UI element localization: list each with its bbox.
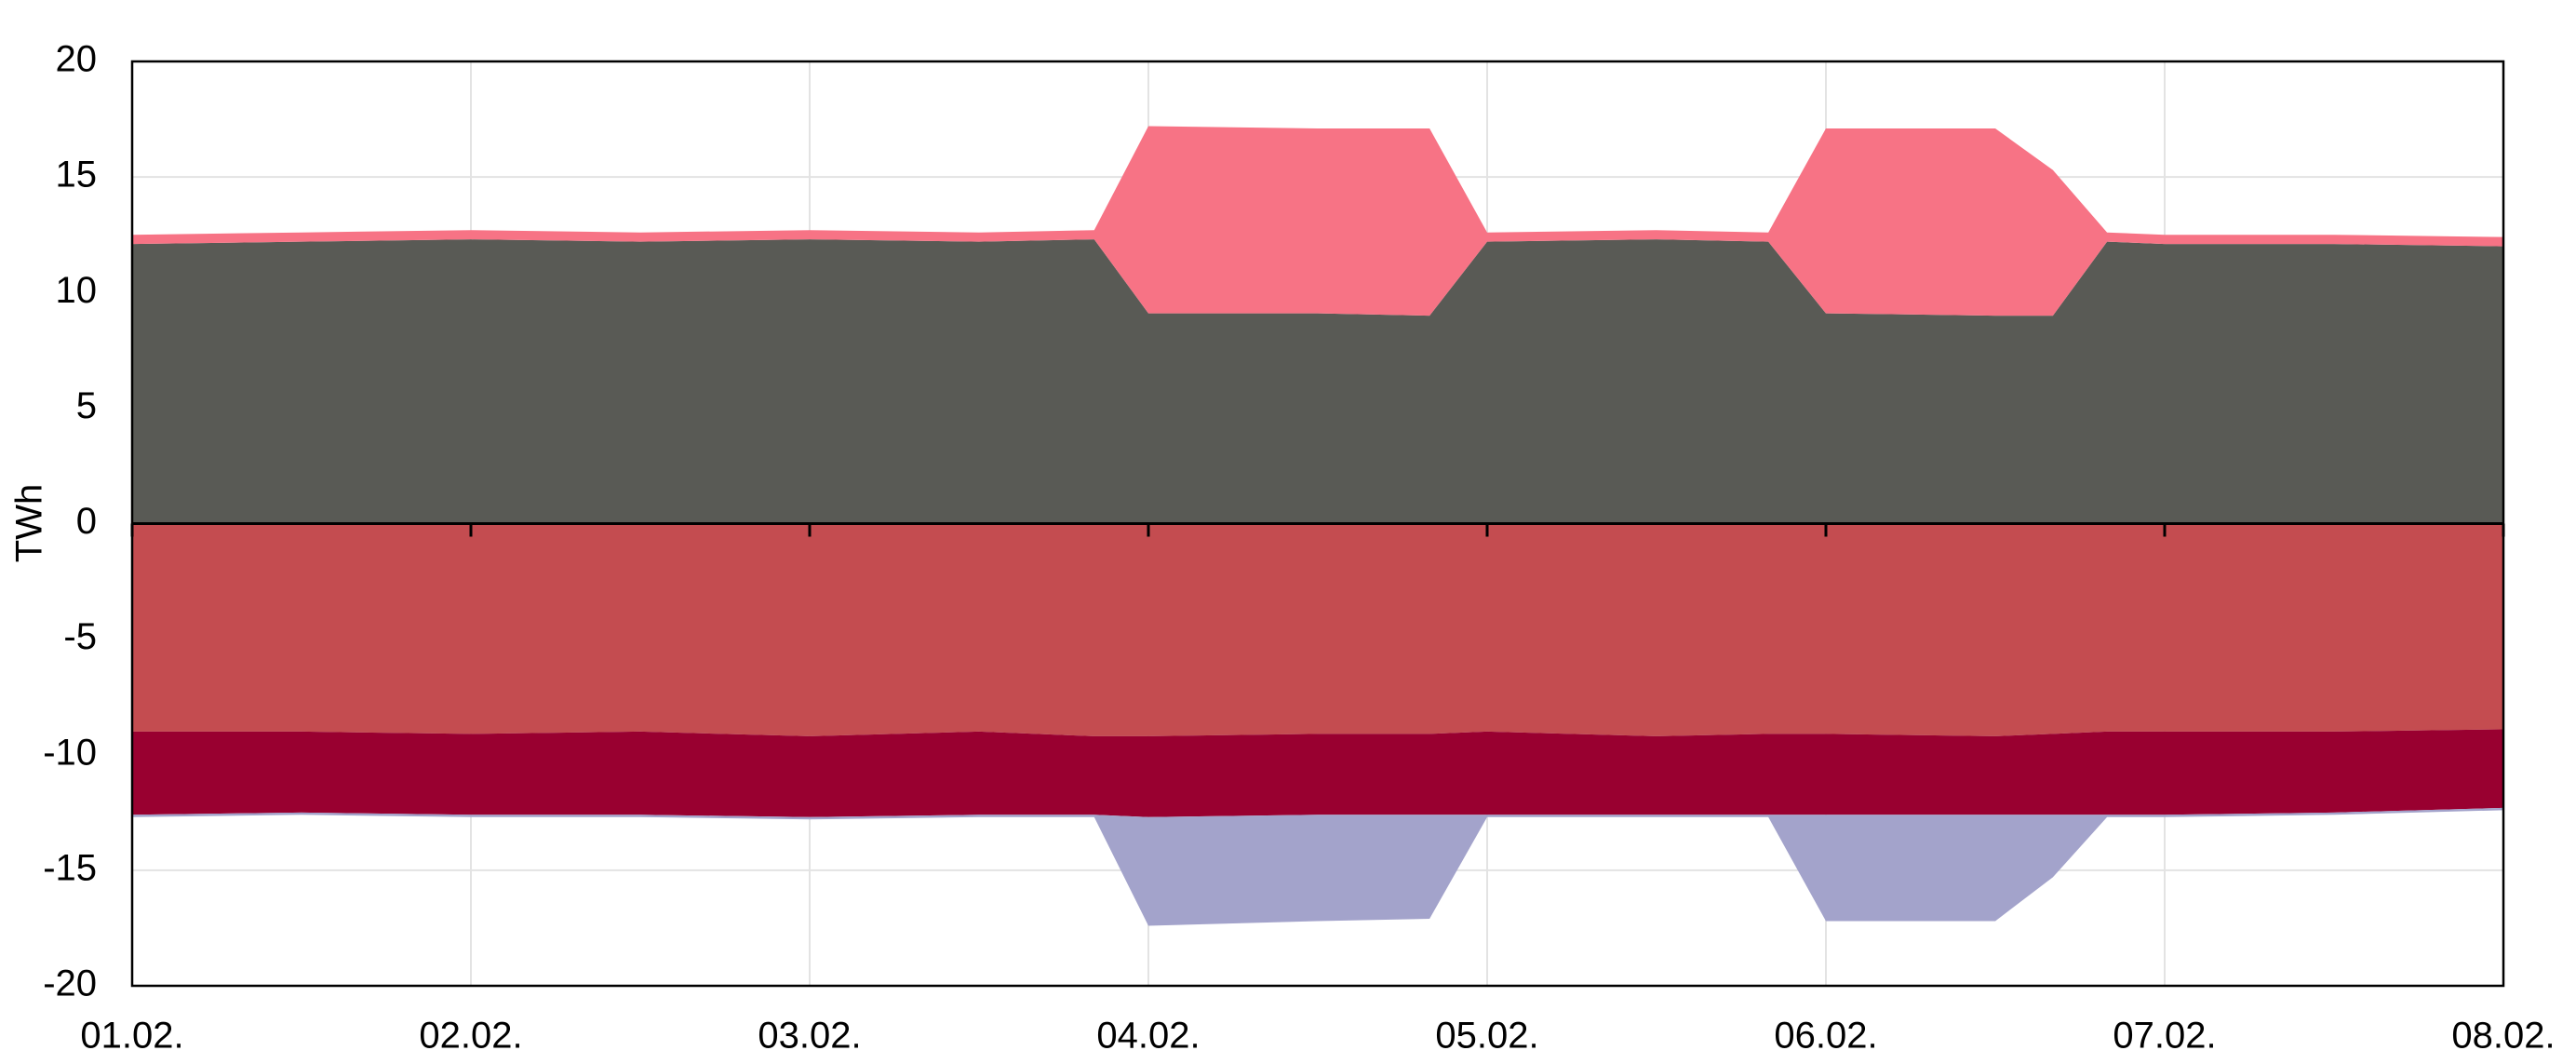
y-tick-label: 5 (76, 385, 97, 426)
y-tick-label: 15 (56, 155, 98, 195)
y-axis-label: TWh (9, 484, 50, 562)
area (132, 239, 2503, 524)
x-tick-label: 06.02. (1774, 1016, 1877, 1057)
y-tick-label: -5 (63, 616, 97, 657)
y-tick-label: -15 (43, 847, 97, 888)
area (132, 807, 2503, 926)
x-tick-label: 07.02. (2113, 1016, 2216, 1057)
x-tick-label: 08.02. (2451, 1016, 2555, 1057)
y-tick-label: -20 (43, 963, 97, 1004)
area (132, 523, 2503, 736)
y-tick-label: 0 (76, 501, 97, 542)
x-tick-label: 01.02. (80, 1016, 183, 1057)
area (132, 729, 2503, 817)
x-tick-label: 04.02. (1096, 1016, 1200, 1057)
y-tick-label: -10 (43, 732, 97, 773)
x-tick-label: 02.02. (419, 1016, 522, 1057)
x-tick-label: 03.02. (758, 1016, 861, 1057)
x-tick-label: 05.02. (1435, 1016, 1538, 1057)
y-tick-label: 20 (56, 39, 98, 80)
y-tick-label: 10 (56, 270, 98, 311)
area (132, 126, 2503, 317)
